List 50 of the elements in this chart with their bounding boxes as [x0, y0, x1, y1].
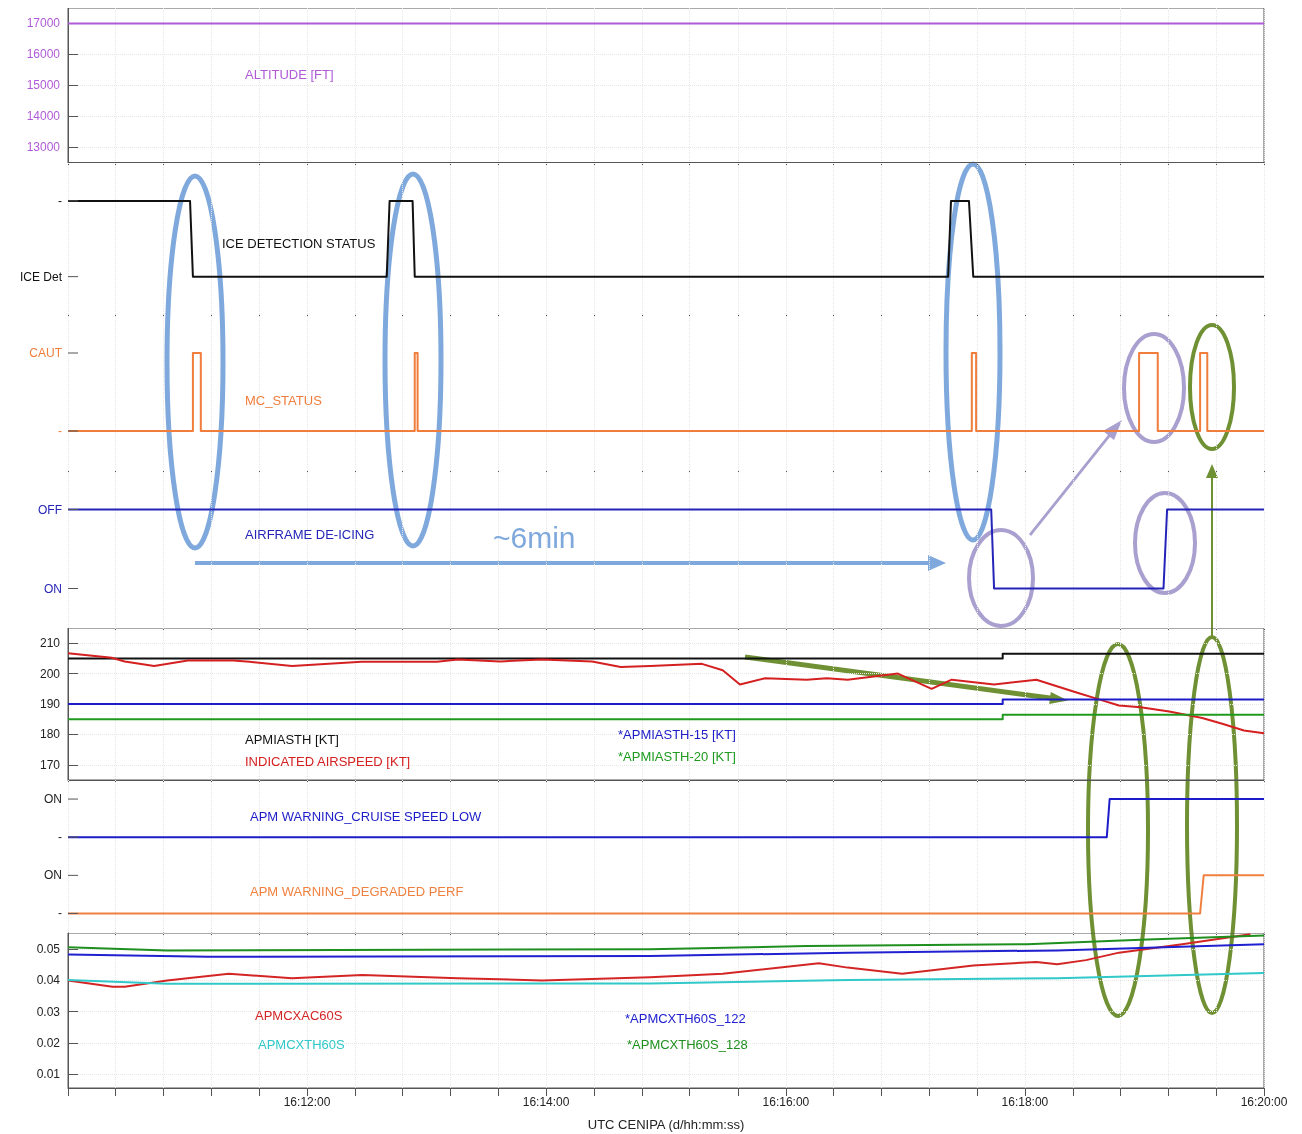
y-tick-label: 180	[39, 727, 61, 742]
y-tick-label: 210	[39, 636, 61, 651]
y-tick-label: 0.04	[36, 972, 61, 987]
text: -	[58, 193, 62, 208]
text: APMCXTH60S	[258, 1036, 346, 1051]
text: APMIASTH [KT]	[245, 732, 339, 747]
x-tick-label: 16:20:00	[1240, 1094, 1288, 1109]
series-label: APM WARNING_DEGRADED PERF	[250, 884, 464, 899]
x-tick-label: 16:12:00	[283, 1094, 331, 1109]
y-tick-label: 0.03	[36, 1004, 61, 1019]
text: -	[58, 830, 62, 845]
text: *APMCXTH60S_128	[627, 1036, 748, 1051]
text: ICE Det	[19, 269, 63, 284]
text: APMCXAC60S	[255, 1007, 343, 1022]
x-axis-title: UTC CENIPA (d/hh:mm:ss)	[587, 1116, 745, 1132]
y-tick-label: 170	[39, 757, 61, 772]
x-tick-label: 16:14:00	[522, 1094, 570, 1109]
text: ALTITUDE [FT]	[245, 67, 334, 82]
text: -	[58, 906, 62, 921]
series-label: ICE DETECTION STATUS	[222, 235, 376, 250]
y-tick-label: 0.01	[36, 1066, 61, 1081]
series-label: *APMIASTH-15 [KT]	[618, 727, 736, 742]
x-tick-label: 16:16:00	[762, 1094, 810, 1109]
line-series	[67, 971, 1265, 985]
text: -	[58, 424, 62, 438]
y-tick-label: 13000	[26, 140, 61, 155]
y-tick-label: 0.05	[36, 941, 61, 956]
y-tick-label: 200	[39, 666, 61, 681]
series-label: APM WARNING_CRUISE SPEED LOW	[250, 809, 483, 824]
x-tick-label: 16:18:00	[1001, 1094, 1049, 1109]
y-tick-label: 17000	[26, 16, 61, 31]
text: INDICATED AIRSPEED [KT]	[245, 754, 411, 769]
line-series	[67, 932, 1252, 988]
series-label: AIRFRAME DE-ICING	[245, 527, 375, 542]
line-series	[67, 934, 1265, 951]
text: *APMCXTH60S_122	[625, 1010, 746, 1025]
text: *APMIASTH-20 [KT]	[618, 749, 736, 764]
text: ON	[44, 792, 62, 807]
y-tick-label: 14000	[26, 109, 61, 124]
series-label: MC_STATUS	[245, 393, 323, 408]
y-tick-label: 190	[39, 697, 61, 711]
text: CAUT	[29, 346, 63, 360]
y-tick-label: 0.02	[36, 1035, 61, 1050]
line-series	[67, 942, 1265, 958]
text: ON	[44, 868, 62, 883]
y-tick-label: 15000	[26, 78, 61, 93]
text: ON	[44, 581, 62, 596]
y-tick-label: 16000	[26, 47, 61, 62]
text: OFF	[38, 502, 62, 517]
annotation: ~6min	[493, 520, 576, 554]
